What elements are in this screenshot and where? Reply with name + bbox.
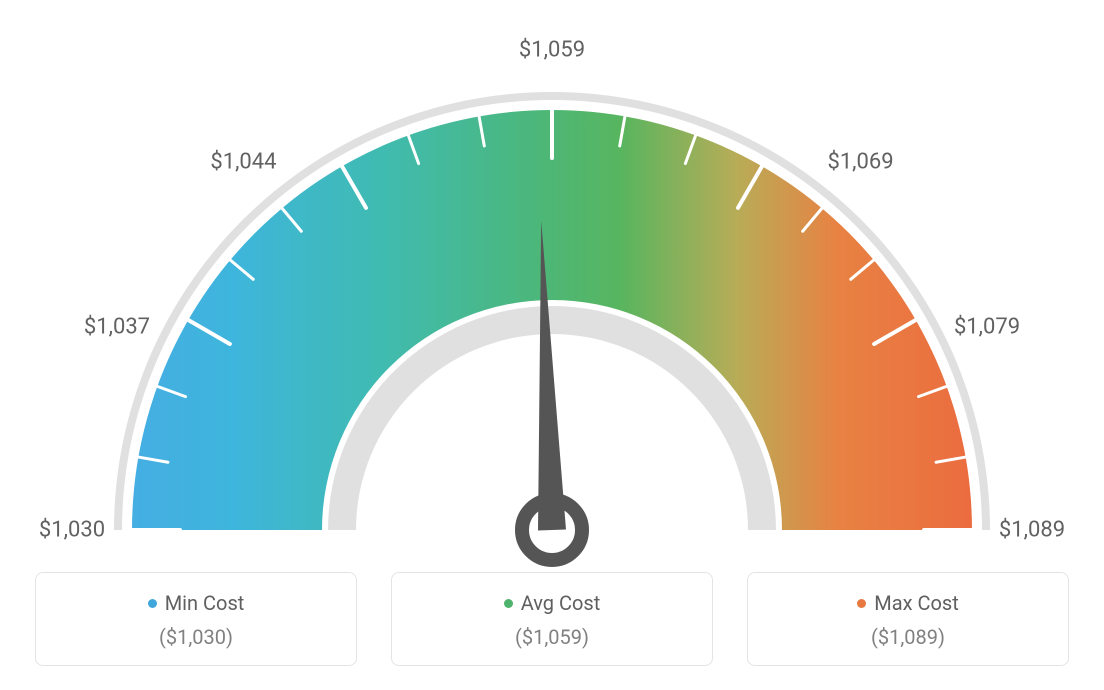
gauge-svg [52, 20, 1052, 580]
gauge-tick-label: $1,059 [519, 38, 585, 63]
min-cost-card: Min Cost ($1,030) [35, 572, 357, 666]
min-cost-label: Min Cost [165, 591, 245, 615]
min-cost-title: Min Cost [36, 591, 356, 615]
gauge-tick-label: $1,037 [84, 315, 150, 340]
max-cost-label: Max Cost [874, 591, 959, 615]
gauge-tick-label: $1,089 [999, 518, 1065, 543]
gauge-tick-label: $1,079 [954, 315, 1020, 340]
avg-dot-icon [504, 599, 513, 608]
max-cost-card: Max Cost ($1,089) [747, 572, 1069, 666]
min-dot-icon [148, 599, 157, 608]
min-cost-value: ($1,030) [36, 625, 356, 649]
cost-cards: Min Cost ($1,030) Avg Cost ($1,059) Max … [35, 572, 1069, 666]
chart-container: $1,030 $1,037 $1,044 $1,059 $1,069 $1,079 $1,0… [0, 0, 1104, 690]
max-cost-title: Max Cost [748, 591, 1068, 615]
max-dot-icon [857, 599, 866, 608]
gauge-tick-label: $1,030 [39, 518, 105, 543]
max-cost-value: ($1,089) [748, 625, 1068, 649]
gauge: $1,030$1,037$1,044$1,059$1,069$1,079$1,0… [52, 20, 1052, 580]
gauge-tick-label: $1,044 [210, 150, 276, 175]
gauge-tick-label: $1,069 [827, 150, 893, 175]
avg-cost-label: Avg Cost [521, 591, 601, 615]
avg-cost-title: Avg Cost [392, 591, 712, 615]
avg-cost-value: ($1,059) [392, 625, 712, 649]
avg-cost-card: Avg Cost ($1,059) [391, 572, 713, 666]
